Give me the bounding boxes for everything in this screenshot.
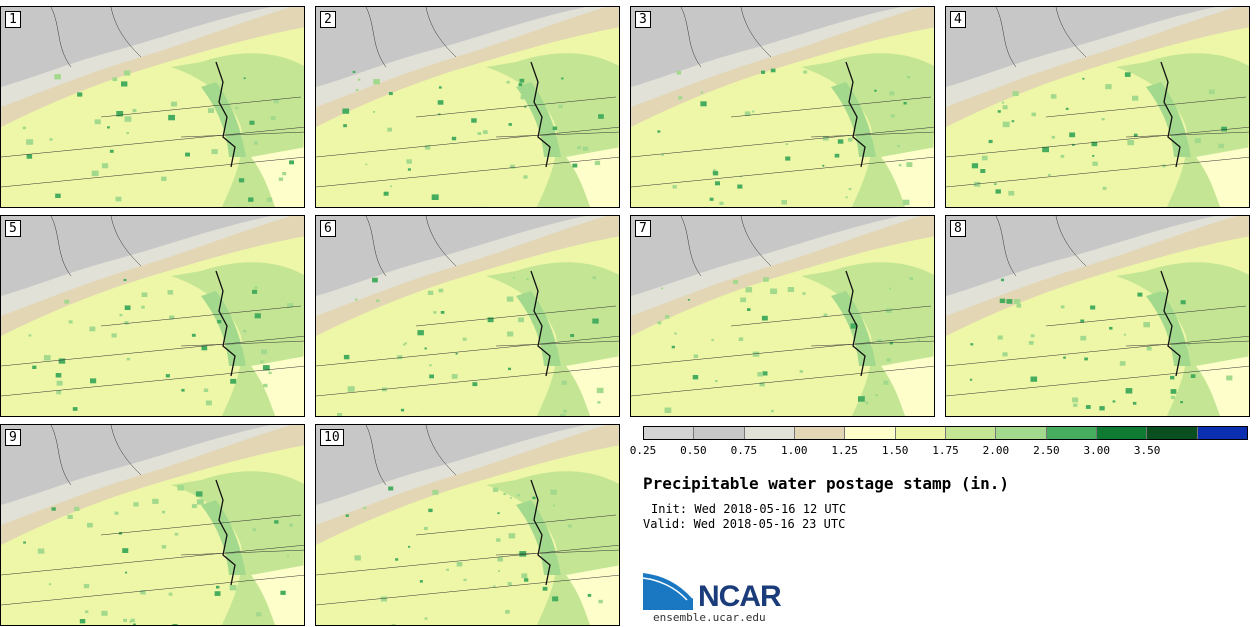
- valid-time: Valid: Wed 2018-05-16 23 UTC: [643, 517, 846, 531]
- colorbar-tick-label: 1.25: [831, 444, 858, 457]
- panel-label: 1: [5, 11, 21, 28]
- map-panel-9: 9: [0, 424, 305, 626]
- panel-label: 8: [950, 220, 966, 237]
- panel-label: 9: [5, 429, 21, 446]
- logo-url: ensemble.ucar.edu: [653, 611, 766, 624]
- colorbar-tick-label: 3.50: [1133, 444, 1161, 457]
- colorbar-tick-label: 0.50: [680, 444, 707, 457]
- map-panel-8: 8: [945, 215, 1250, 417]
- ncar-logo-icon: [643, 571, 694, 610]
- colorbar-tick-label: 2.50: [1033, 444, 1060, 457]
- panel-label: 6: [320, 220, 336, 237]
- map-panel-10: 10: [315, 424, 620, 626]
- map-panel-7: 7: [630, 215, 935, 417]
- init-time: Init: Wed 2018-05-16 12 UTC: [651, 502, 847, 516]
- map-panel-6: 6: [315, 215, 620, 417]
- map-panel-5: 5: [0, 215, 305, 417]
- colorbar-swatch: [1046, 427, 1097, 439]
- colorbar-tick-label: 0.25: [629, 444, 657, 457]
- panel-label: 7: [635, 220, 651, 237]
- colorbar-swatch: [1096, 427, 1148, 439]
- colorbar-swatch: [845, 427, 896, 439]
- panel-label: 4: [950, 11, 966, 28]
- colorbar-swatch: [644, 427, 695, 439]
- colorbar-swatch: [1147, 427, 1198, 439]
- colorbar-tick-label: 2.00: [982, 444, 1010, 457]
- panel-label: 10: [320, 429, 344, 446]
- colorbar-swatch: [895, 427, 946, 439]
- colorbar-swatch: [744, 427, 795, 439]
- colorbar: [643, 426, 1248, 440]
- colorbar-swatch: [996, 427, 1047, 439]
- colorbar-tick-label: 0.75: [730, 444, 758, 457]
- map-panel-2: 2: [315, 6, 620, 208]
- colorbar-tick-label: 1.50: [881, 444, 909, 457]
- map-panel-1: 1: [0, 6, 305, 208]
- map-panel-4: 4: [945, 6, 1250, 208]
- colorbar-swatch: [794, 427, 846, 439]
- colorbar-tick-label: 3.00: [1083, 444, 1111, 457]
- colorbar-swatch: [945, 427, 997, 439]
- figure-title: Precipitable water postage stamp (in.): [643, 474, 1010, 493]
- colorbar-tick-label: 1.00: [781, 444, 808, 457]
- panel-label: 2: [320, 11, 336, 28]
- colorbar-swatch: [694, 427, 745, 439]
- colorbar-tick-label: 1.75: [932, 444, 959, 457]
- map-panel-3: 3: [630, 6, 935, 208]
- panel-label: 5: [5, 220, 21, 237]
- logo-text: NCAR: [698, 580, 782, 613]
- panel-label: 3: [635, 11, 651, 28]
- colorbar-swatch: [1197, 427, 1247, 439]
